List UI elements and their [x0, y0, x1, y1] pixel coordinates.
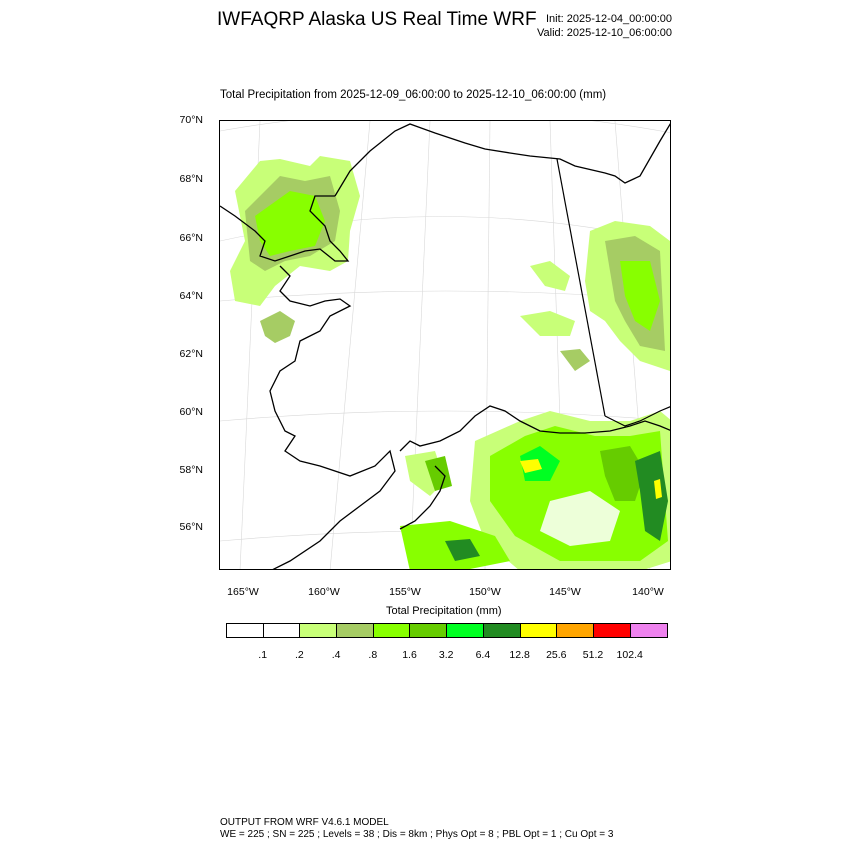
model-config: WE = 225 ; SN = 225 ; Levels = 38 ; Dis … [220, 828, 614, 840]
model-info: OUTPUT FROM WRF V4.6.1 MODEL WE = 225 ; … [220, 817, 613, 840]
legend-color-cell [263, 624, 301, 637]
legend-color-cell [300, 624, 338, 637]
lon-label-140: 140°W [632, 586, 664, 598]
legend-color-cell [630, 624, 668, 637]
lon-label-165: 165°W [227, 586, 259, 598]
map-canvas [220, 121, 670, 569]
lat-label-58: 58°N [179, 464, 203, 476]
legend-color-cell [227, 624, 264, 637]
precip-east [520, 221, 670, 371]
lat-label-56: 56°N [179, 521, 203, 533]
precip-gulf [400, 411, 670, 569]
valid-time: Valid: 2025-12-10_06:00:00 [537, 27, 672, 39]
legend-color-cell [557, 624, 594, 637]
lon-label-160: 160°W [308, 586, 340, 598]
page-title: IWFAQRP Alaska US Real Time WRF [217, 9, 537, 30]
lon-label-155: 155°W [389, 586, 421, 598]
map-subtitle: Total Precipitation from 2025-12-09_06:0… [220, 89, 607, 101]
lat-label-68: 68°N [179, 173, 203, 185]
precipitation-map [219, 120, 671, 570]
legend-tick-label: 12.8 [509, 649, 530, 661]
model-version: OUTPUT FROM WRF V4.6.1 MODEL [220, 817, 389, 828]
lon-label-145: 145°W [549, 586, 581, 598]
legend-tick-label: 6.4 [475, 649, 491, 661]
legend-tick-label: 3.2 [438, 649, 454, 661]
precip-northwest [230, 156, 360, 343]
legend-color-cell [593, 624, 631, 637]
legend-tick-label: .2 [295, 649, 304, 661]
legend-tick-label: .1 [258, 649, 268, 661]
init-time: Init: 2025-12-04_00:00:00 [546, 13, 672, 25]
legend-tick-label: 102.4 [616, 649, 643, 661]
lat-label-64: 64°N [179, 290, 203, 302]
coastline [220, 123, 670, 569]
legend-tick-label: 1.6 [402, 649, 417, 661]
legend-title: Total Precipitation (mm) [386, 605, 502, 617]
border [556, 158, 670, 427]
legend-colorbar [226, 623, 669, 638]
legend-tick-label: 25.6 [546, 649, 567, 661]
legend-tick-label: 51.2 [582, 649, 604, 661]
legend-color-cell [373, 624, 411, 637]
lat-label-66: 66°N [179, 232, 203, 244]
legend-tick-label: .4 [331, 649, 341, 661]
legend-color-cell [520, 624, 558, 637]
lat-label-62: 62°N [179, 348, 203, 360]
legend-color-cell [447, 624, 484, 637]
lat-label-70: 70°N [179, 114, 203, 126]
legend-tick-label: .8 [368, 649, 378, 661]
legend-color-cell [337, 624, 374, 637]
lon-label-150: 150°W [469, 586, 501, 598]
legend-color-cell [410, 624, 448, 637]
legend-color-cell [483, 624, 521, 637]
run-time-info: Init: 2025-12-04_00:00:00 Valid: 2025-12… [529, 12, 672, 40]
lat-label-60: 60°N [179, 406, 203, 418]
